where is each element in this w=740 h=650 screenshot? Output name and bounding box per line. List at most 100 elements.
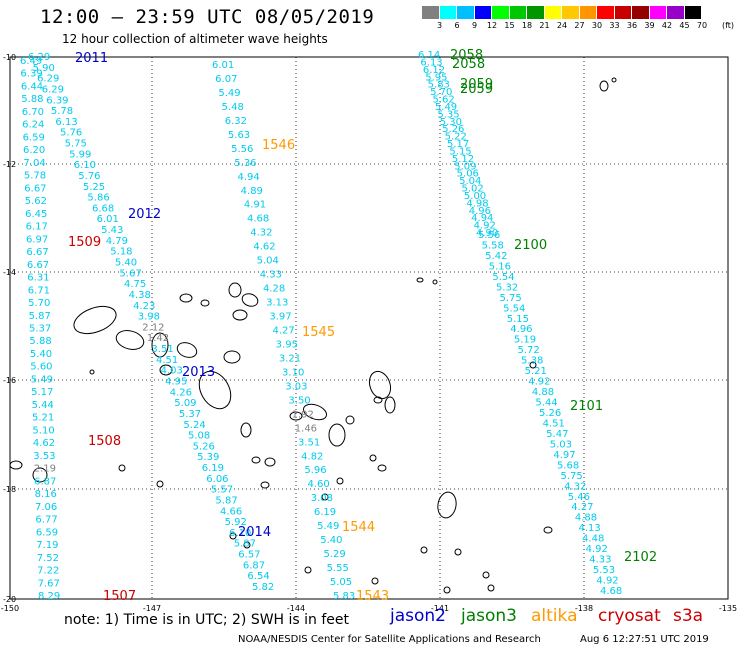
island-outline (264, 457, 276, 467)
swh-value-track-4: 5.35 (437, 109, 459, 120)
swh-value-track-5: 5.75 (500, 293, 522, 304)
swh-value-track-2: 6.39 (46, 95, 68, 106)
island-outline (304, 566, 312, 574)
color-scale-swatch (544, 6, 562, 19)
color-scale-bar (422, 6, 702, 19)
color-scale-label: 15 (504, 21, 515, 30)
island-outline (240, 422, 252, 438)
color-scale-swatch (562, 6, 580, 19)
swh-value-track-3: 6.07 (215, 74, 237, 85)
swh-value-track-2: 4.23 (133, 301, 155, 312)
orbit-label: 2059 (460, 82, 493, 97)
swh-value-track-5: 5.19 (514, 335, 536, 346)
color-scale-label: 45 (679, 21, 690, 30)
swh-value-track-3: 5.05 (330, 577, 352, 588)
swh-value-track-5: 5.72 (517, 345, 539, 356)
swh-value-track-5: 5.75 (561, 471, 583, 482)
swh-value-track-1: 7.19 (36, 540, 58, 551)
swh-value-track-1: 5.49 (31, 374, 53, 385)
swh-value-track-1: 4.62 (33, 438, 55, 449)
island-outline (416, 277, 424, 283)
swh-value-track-3: 5.63 (228, 130, 250, 141)
swh-value-track-3: 5.49 (218, 88, 240, 99)
longitude-label: -147 (143, 604, 161, 613)
swh-value-track-5: 4.92 (528, 377, 550, 388)
swh-value-track-2: 5.43 (101, 225, 123, 236)
color-scale-label: 6 (454, 21, 460, 30)
latitude-label: -18 (3, 485, 16, 494)
longitude-label: -141 (431, 604, 449, 613)
swh-value-track-2: 4.03 (161, 366, 183, 377)
latitude-label: -14 (3, 268, 16, 277)
island-outline (89, 369, 95, 375)
swh-value-track-1: 5.44 (32, 400, 54, 411)
swh-value-track-5: 4.27 (571, 502, 593, 513)
swh-value-track-5: 5.46 (568, 492, 590, 503)
orbit-label: 1507 (103, 589, 136, 604)
orbit-label: 2058 (452, 57, 485, 72)
swh-value-track-4: 4.90 (476, 228, 498, 239)
swh-value-track-5: 5.32 (496, 282, 518, 293)
latitude-label: -16 (3, 376, 16, 385)
swh-value-track-2: 6.57 (238, 550, 260, 561)
swh-value-track-2: 5.75 (65, 139, 87, 150)
swh-value-track-3: 4.82 (301, 451, 323, 462)
latitude-label: -10 (3, 53, 16, 62)
island-outline (241, 293, 259, 307)
swh-value-track-3: 4.89 (241, 186, 263, 197)
island-outline (611, 77, 617, 83)
swh-value-track-5: 5.44 (535, 398, 557, 409)
swh-value-track-2: 6.29 (42, 84, 64, 95)
swh-value-track-1: 5.78 (24, 171, 46, 182)
swh-value-track-1: 5.17 (31, 387, 53, 398)
swh-value-track-2: 4.26 (170, 387, 192, 398)
swh-value-track-3: 3.95 (276, 339, 298, 350)
swh-value-track-1: 5.37 (29, 324, 51, 335)
swh-value-track-3: 6.32 (225, 116, 247, 127)
swh-value-track-5: 5.53 (593, 565, 615, 576)
color-scale-label: 36 (626, 21, 638, 30)
island-outline (384, 396, 396, 414)
island-outline (243, 541, 251, 549)
swh-value-track-4: 5.02 (462, 184, 484, 195)
island-outline (543, 526, 553, 534)
swh-value-track-3: 5.56 (231, 144, 253, 155)
latitude-label: -12 (3, 160, 16, 169)
swh-value-track-2: 4.75 (124, 279, 146, 290)
swh-value-track-2: 4.51 (156, 355, 178, 366)
swh-value-track-5: 5.03 (550, 439, 572, 450)
swh-value-track-1: 5.62 (25, 196, 47, 207)
swh-value-track-1: 5.60 (30, 362, 52, 373)
swh-value-track-5: 5.47 (546, 429, 568, 440)
swh-value-track-2: 6.54 (247, 571, 269, 582)
swh-value-track-4: 5.06 (457, 169, 479, 180)
swh-value-track-2: 5.87 (215, 495, 237, 506)
swh-value-track-2: 5.90 (33, 63, 55, 74)
island-outline (198, 370, 232, 410)
swh-value-track-3: 4.32 (250, 228, 272, 239)
swh-value-track-2: 5.99 (69, 149, 91, 160)
island-outline (115, 330, 145, 350)
color-scale-swatch (597, 6, 615, 19)
swh-value-track-2: 6.06 (206, 474, 228, 485)
swh-value-track-2: 5.67 (119, 268, 141, 279)
island-outline (437, 491, 457, 519)
swh-value-track-2: 5.18 (110, 247, 132, 258)
swh-value-track-3: 5.36 (234, 158, 256, 169)
color-scale-swatch (632, 6, 650, 19)
swh-value-track-3: 3.21 (279, 353, 301, 364)
swh-value-track-4: 5.17 (447, 139, 469, 150)
color-scale-label: 42 (661, 21, 673, 30)
longitude-label: -135 (719, 604, 737, 613)
swh-value-track-2: 6.19 (202, 463, 224, 474)
orbit-label: 1509 (68, 235, 101, 250)
swh-value-track-4: 4.98 (466, 198, 488, 209)
swh-value-track-3: 5.83 (333, 591, 355, 602)
swh-value-track-2: 6.13 (55, 117, 77, 128)
color-scale-swatch (684, 6, 702, 19)
island-outline (328, 423, 346, 447)
footer-note: note: 1) Time is in UTC; 2) SWH is in fe… (64, 612, 350, 628)
swh-value-track-2: 5.92 (225, 517, 247, 528)
swh-value-track-3: 4.94 (237, 172, 259, 183)
